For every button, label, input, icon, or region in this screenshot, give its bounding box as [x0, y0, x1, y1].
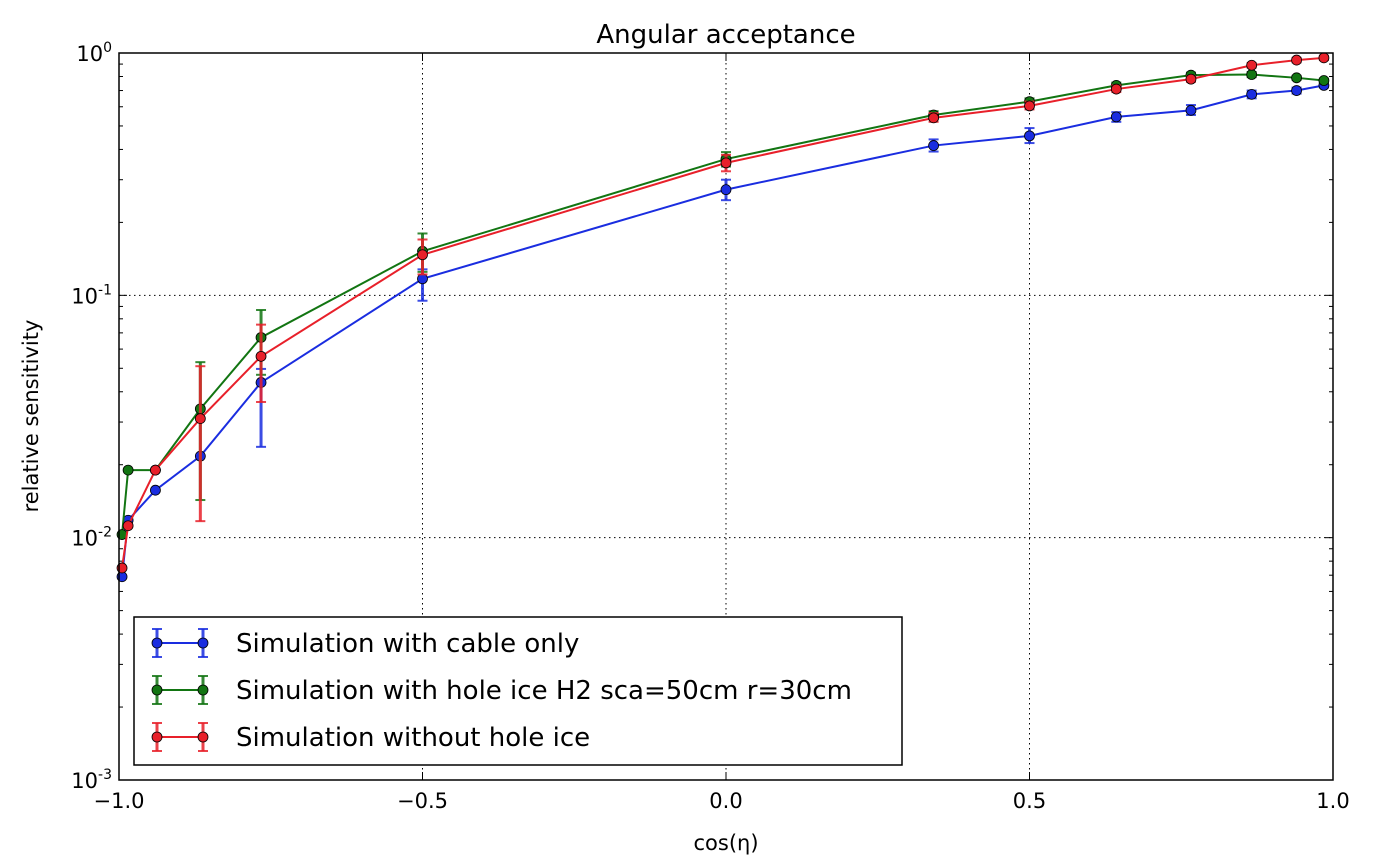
data-point — [720, 184, 732, 196]
data-point — [122, 464, 134, 476]
legend-label: Simulation with hole ice H2 sca=50cm r=3… — [236, 676, 852, 706]
x-tick-label: −0.5 — [397, 789, 448, 813]
legend-entry: Simulation without hole ice — [151, 722, 590, 753]
series-layer — [116, 52, 1330, 583]
data-point — [1318, 52, 1330, 64]
series-line — [121, 84, 1325, 577]
data-point — [1185, 73, 1197, 85]
data-point — [122, 520, 134, 532]
series-line — [121, 56, 1324, 569]
series-group — [116, 52, 1330, 574]
y-tick-label: 10-3 — [71, 767, 112, 793]
legend-marker — [151, 731, 163, 743]
x-tick-label: 0.0 — [709, 789, 742, 813]
y-tick-label-base: 10 — [71, 527, 98, 551]
data-point — [1246, 69, 1258, 80]
x-tick-label: −1.0 — [94, 789, 145, 813]
x-tick-label: 0.5 — [1013, 789, 1046, 813]
chart-title: Angular acceptance — [596, 20, 855, 50]
legend-label: Simulation without hole ice — [236, 723, 590, 753]
y-tick-label-exponent: -2 — [98, 525, 112, 541]
y-tick-label-exponent: -3 — [98, 767, 112, 783]
legend-marker — [151, 684, 163, 696]
plot-frame — [118, 52, 1334, 781]
data-point — [150, 484, 161, 496]
data-point — [255, 350, 267, 362]
data-point — [720, 157, 732, 169]
data-point — [1246, 88, 1258, 100]
data-point — [1291, 72, 1302, 84]
data-point — [1024, 100, 1035, 112]
x-axis-label: cos(η) — [693, 831, 758, 855]
data-point — [194, 413, 206, 424]
data-point — [928, 112, 939, 124]
legend: Simulation with cable only Simulation wit… — [133, 616, 903, 766]
x-tick-label: 1.0 — [1316, 789, 1349, 813]
legend-frame — [133, 616, 903, 766]
y-tick-label: 100 — [76, 40, 112, 66]
data-point — [1110, 111, 1122, 123]
legend-marker — [197, 731, 209, 743]
legend-entry: Simulation with cable only — [151, 628, 579, 659]
legend-marker — [197, 637, 209, 649]
y-tick-label-exponent: 0 — [103, 40, 112, 56]
data-point — [1291, 85, 1302, 96]
data-point — [1246, 59, 1258, 71]
data-point — [150, 464, 161, 476]
y-axis-label: relative sensitivity — [19, 320, 43, 513]
y-tick-label-base: 10 — [71, 769, 98, 793]
data-point — [1291, 54, 1302, 66]
y-tick-label: 10-1 — [71, 282, 112, 308]
series-line — [121, 73, 1324, 535]
legend-marker — [197, 684, 209, 696]
data-point — [417, 249, 428, 261]
legend-label: Simulation with cable only — [236, 629, 579, 659]
legend-marker — [151, 637, 163, 649]
data-point — [1318, 75, 1330, 86]
y-tick-label-base: 10 — [71, 284, 98, 308]
legend-entry: Simulation with hole ice H2 sca=50cm r=3… — [151, 675, 852, 706]
y-tick-label-exponent: -1 — [98, 282, 112, 298]
data-point — [1185, 104, 1197, 116]
data-point — [1024, 130, 1035, 142]
y-tick-label-base: 10 — [76, 42, 103, 66]
data-point — [1110, 83, 1122, 95]
data-point — [928, 140, 939, 151]
y-tick-label: 10-2 — [71, 525, 112, 551]
